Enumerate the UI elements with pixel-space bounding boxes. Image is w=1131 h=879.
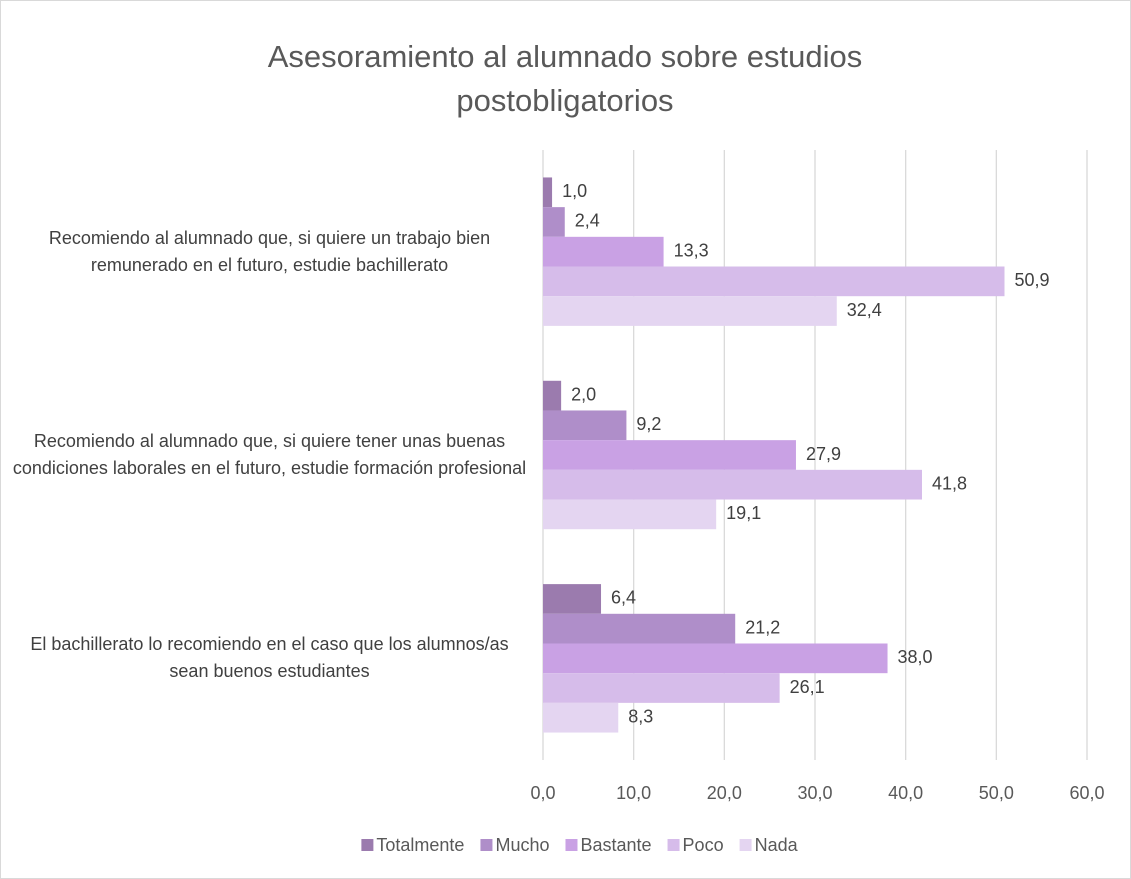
legend-swatch (361, 839, 374, 851)
bar (543, 643, 888, 674)
bar (543, 469, 922, 500)
data-label: 19,1 (726, 503, 761, 523)
bar (543, 380, 562, 411)
x-tick-label: 60,0 (1069, 783, 1104, 803)
legend-swatch (565, 839, 578, 851)
data-label: 38,0 (898, 647, 933, 667)
category-label: El bachillerato lo recomiendo en el caso… (30, 634, 509, 682)
bar (543, 207, 565, 237)
bar (543, 266, 1005, 297)
data-label: 32,4 (847, 300, 882, 320)
legend-label: Bastante (580, 835, 651, 855)
legend-swatch (480, 839, 493, 851)
data-label: 2,0 (571, 384, 596, 404)
data-label: 50,9 (1014, 270, 1049, 290)
bar (543, 236, 664, 267)
legend-label: Nada (755, 835, 799, 855)
bar (543, 296, 837, 326)
data-label: 2,4 (575, 211, 600, 231)
data-label: 41,8 (932, 473, 967, 493)
x-tick-label: 0,0 (530, 783, 555, 803)
legend-label: Totalmente (376, 835, 464, 855)
bar (543, 584, 602, 614)
legend-swatch (667, 839, 680, 851)
chart-title: Asesoramiento al alumnado sobre estudios… (267, 39, 863, 118)
category-label: Recomiendo al alumnado que, si quiere un… (48, 227, 491, 275)
data-label: 1,0 (562, 181, 587, 201)
data-label: 21,2 (745, 617, 780, 637)
data-label: 9,2 (636, 414, 661, 434)
bar (543, 702, 619, 733)
legend-swatch (739, 839, 752, 851)
x-tick-label: 30,0 (797, 783, 832, 803)
x-tick-label: 20,0 (707, 783, 742, 803)
bar (543, 613, 736, 644)
data-label: 26,1 (790, 677, 825, 697)
data-label: 13,3 (674, 240, 709, 260)
bar (543, 410, 627, 441)
data-label: 6,4 (611, 588, 636, 608)
bar (543, 177, 553, 208)
bar (543, 673, 780, 703)
legend-label: Mucho (495, 835, 549, 855)
bar (543, 440, 796, 470)
x-tick-label: 50,0 (979, 783, 1014, 803)
data-label: 8,3 (628, 706, 653, 726)
category-label: Recomiendo al alumnado que, si quiere te… (12, 431, 527, 478)
data-label: 27,9 (806, 444, 841, 464)
legend-label: Poco (683, 835, 724, 855)
bar (543, 499, 717, 530)
x-tick-label: 10,0 (616, 783, 651, 803)
x-tick-label: 40,0 (888, 783, 923, 803)
